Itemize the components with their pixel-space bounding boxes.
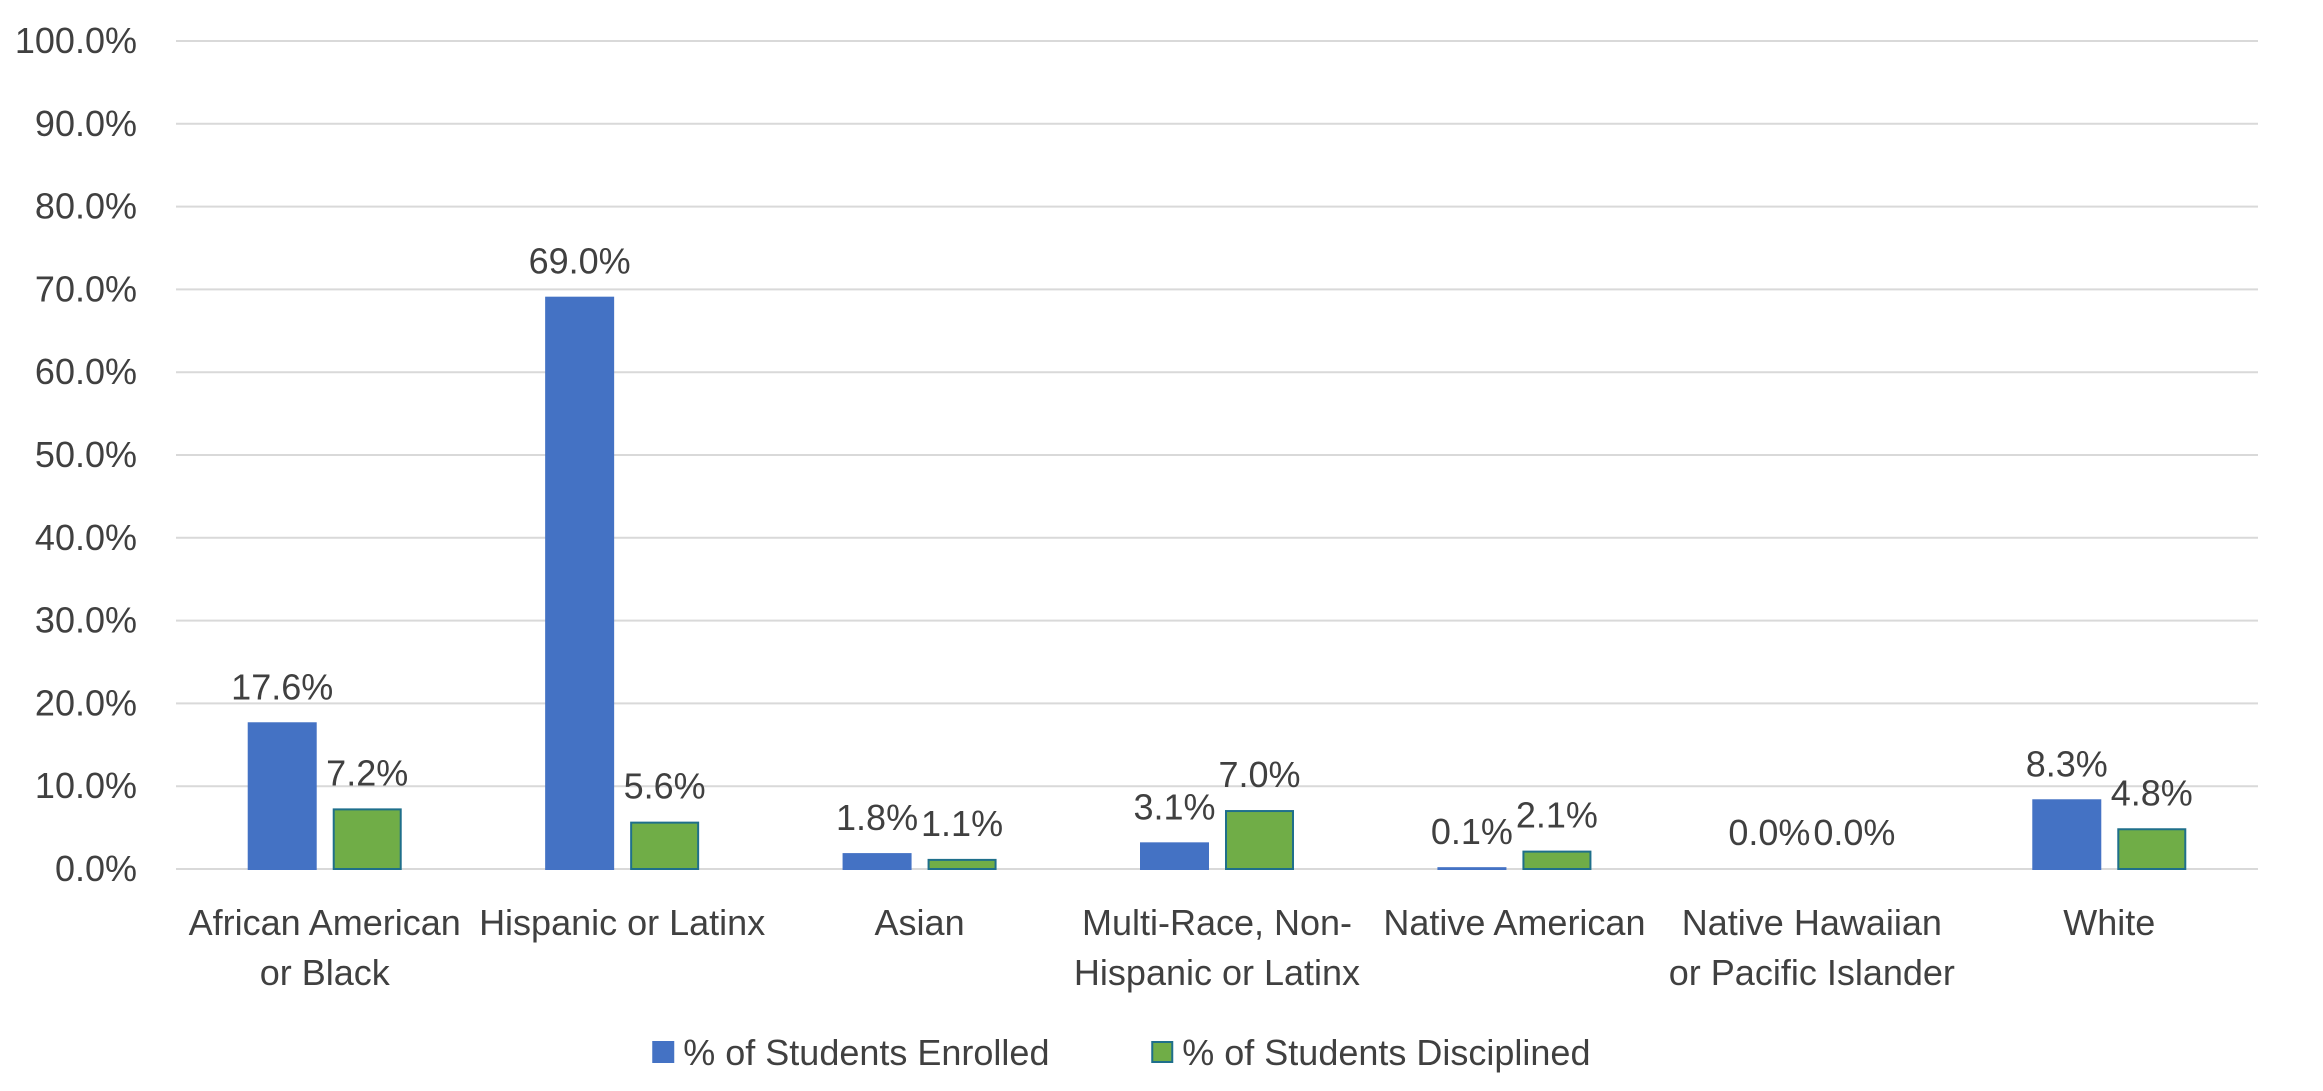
bar-disciplined — [927, 858, 997, 871]
category-label: White — [2063, 902, 2155, 943]
y-tick-label: 40.0% — [35, 517, 137, 558]
legend-label: % of Students Disciplined — [1182, 1032, 1590, 1073]
bar-enrolled — [1437, 867, 1507, 870]
legend-label: % of Students Enrolled — [683, 1032, 1049, 1073]
bar-disciplined — [332, 808, 402, 870]
y-tick-label: 90.0% — [35, 103, 137, 144]
category-label: Hispanic or Latinx — [479, 902, 765, 943]
bar-disciplined — [2117, 828, 2187, 870]
bar-enrolled — [2032, 799, 2102, 870]
data-label: 7.0% — [1218, 754, 1300, 795]
data-label: 8.3% — [2026, 743, 2108, 784]
y-tick-label: 30.0% — [35, 600, 137, 641]
bar-disciplined — [630, 821, 700, 871]
data-label: 0.1% — [1431, 811, 1513, 852]
bars — [247, 296, 2187, 871]
category-label: or Black — [260, 952, 391, 993]
category-label: or Pacific Islander — [1669, 952, 1955, 993]
legend-swatch — [652, 1041, 675, 1063]
y-tick-label: 100.0% — [15, 20, 137, 61]
bar-enrolled — [1140, 842, 1209, 870]
y-tick-label: 70.0% — [35, 268, 137, 309]
data-label: 69.0% — [529, 241, 631, 282]
data-label: 1.1% — [921, 803, 1003, 844]
data-label: 0.0% — [1813, 812, 1895, 853]
data-label: 4.8% — [2111, 772, 2193, 813]
category-label: African American — [189, 902, 461, 943]
y-tick-label: 0.0% — [55, 848, 137, 889]
bar-disciplined — [1522, 850, 1592, 870]
data-label: 1.8% — [836, 797, 918, 838]
y-axis-ticks: 0.0% 10.0% 20.0% 30.0% 40.0% 50.0% 60.0% 70.0% 8… — [15, 20, 137, 889]
category-label: Hispanic or Latinx — [1074, 952, 1360, 993]
bar-enrolled — [247, 722, 317, 870]
category-label: Asian — [875, 902, 965, 943]
data-label: 5.6% — [624, 766, 706, 807]
legend: % of Students Enrolled % of Students Disc… — [652, 1032, 1590, 1073]
category-label: Native American — [1383, 902, 1645, 943]
category-label: Native Hawaiian — [1682, 902, 1942, 943]
data-label: 7.2% — [326, 752, 408, 793]
bar-enrolled — [842, 853, 912, 871]
data-label: 0.0% — [1728, 812, 1810, 853]
y-tick-label: 80.0% — [35, 186, 137, 227]
category-labels: African American or Black Hispanic or Lati… — [189, 902, 2156, 993]
bar-disciplined — [1225, 810, 1294, 870]
y-tick-label: 60.0% — [35, 351, 137, 392]
gridlines — [176, 40, 2258, 870]
data-label: 17.6% — [231, 666, 333, 707]
bar-enrolled — [545, 296, 615, 870]
data-labels: 17.6% 7.2% 69.0% 5.6% 1.8% 1.1% 3.1%7.0% 0.1% 2.… — [231, 241, 2193, 853]
data-label: 2.1% — [1516, 795, 1598, 836]
legend-swatch — [1151, 1041, 1174, 1063]
category-label: Multi-Race, Non- — [1082, 902, 1352, 943]
y-tick-label: 50.0% — [35, 434, 137, 475]
y-tick-label: 20.0% — [35, 682, 137, 723]
y-tick-label: 10.0% — [35, 765, 137, 806]
data-label: 3.1% — [1133, 786, 1215, 827]
